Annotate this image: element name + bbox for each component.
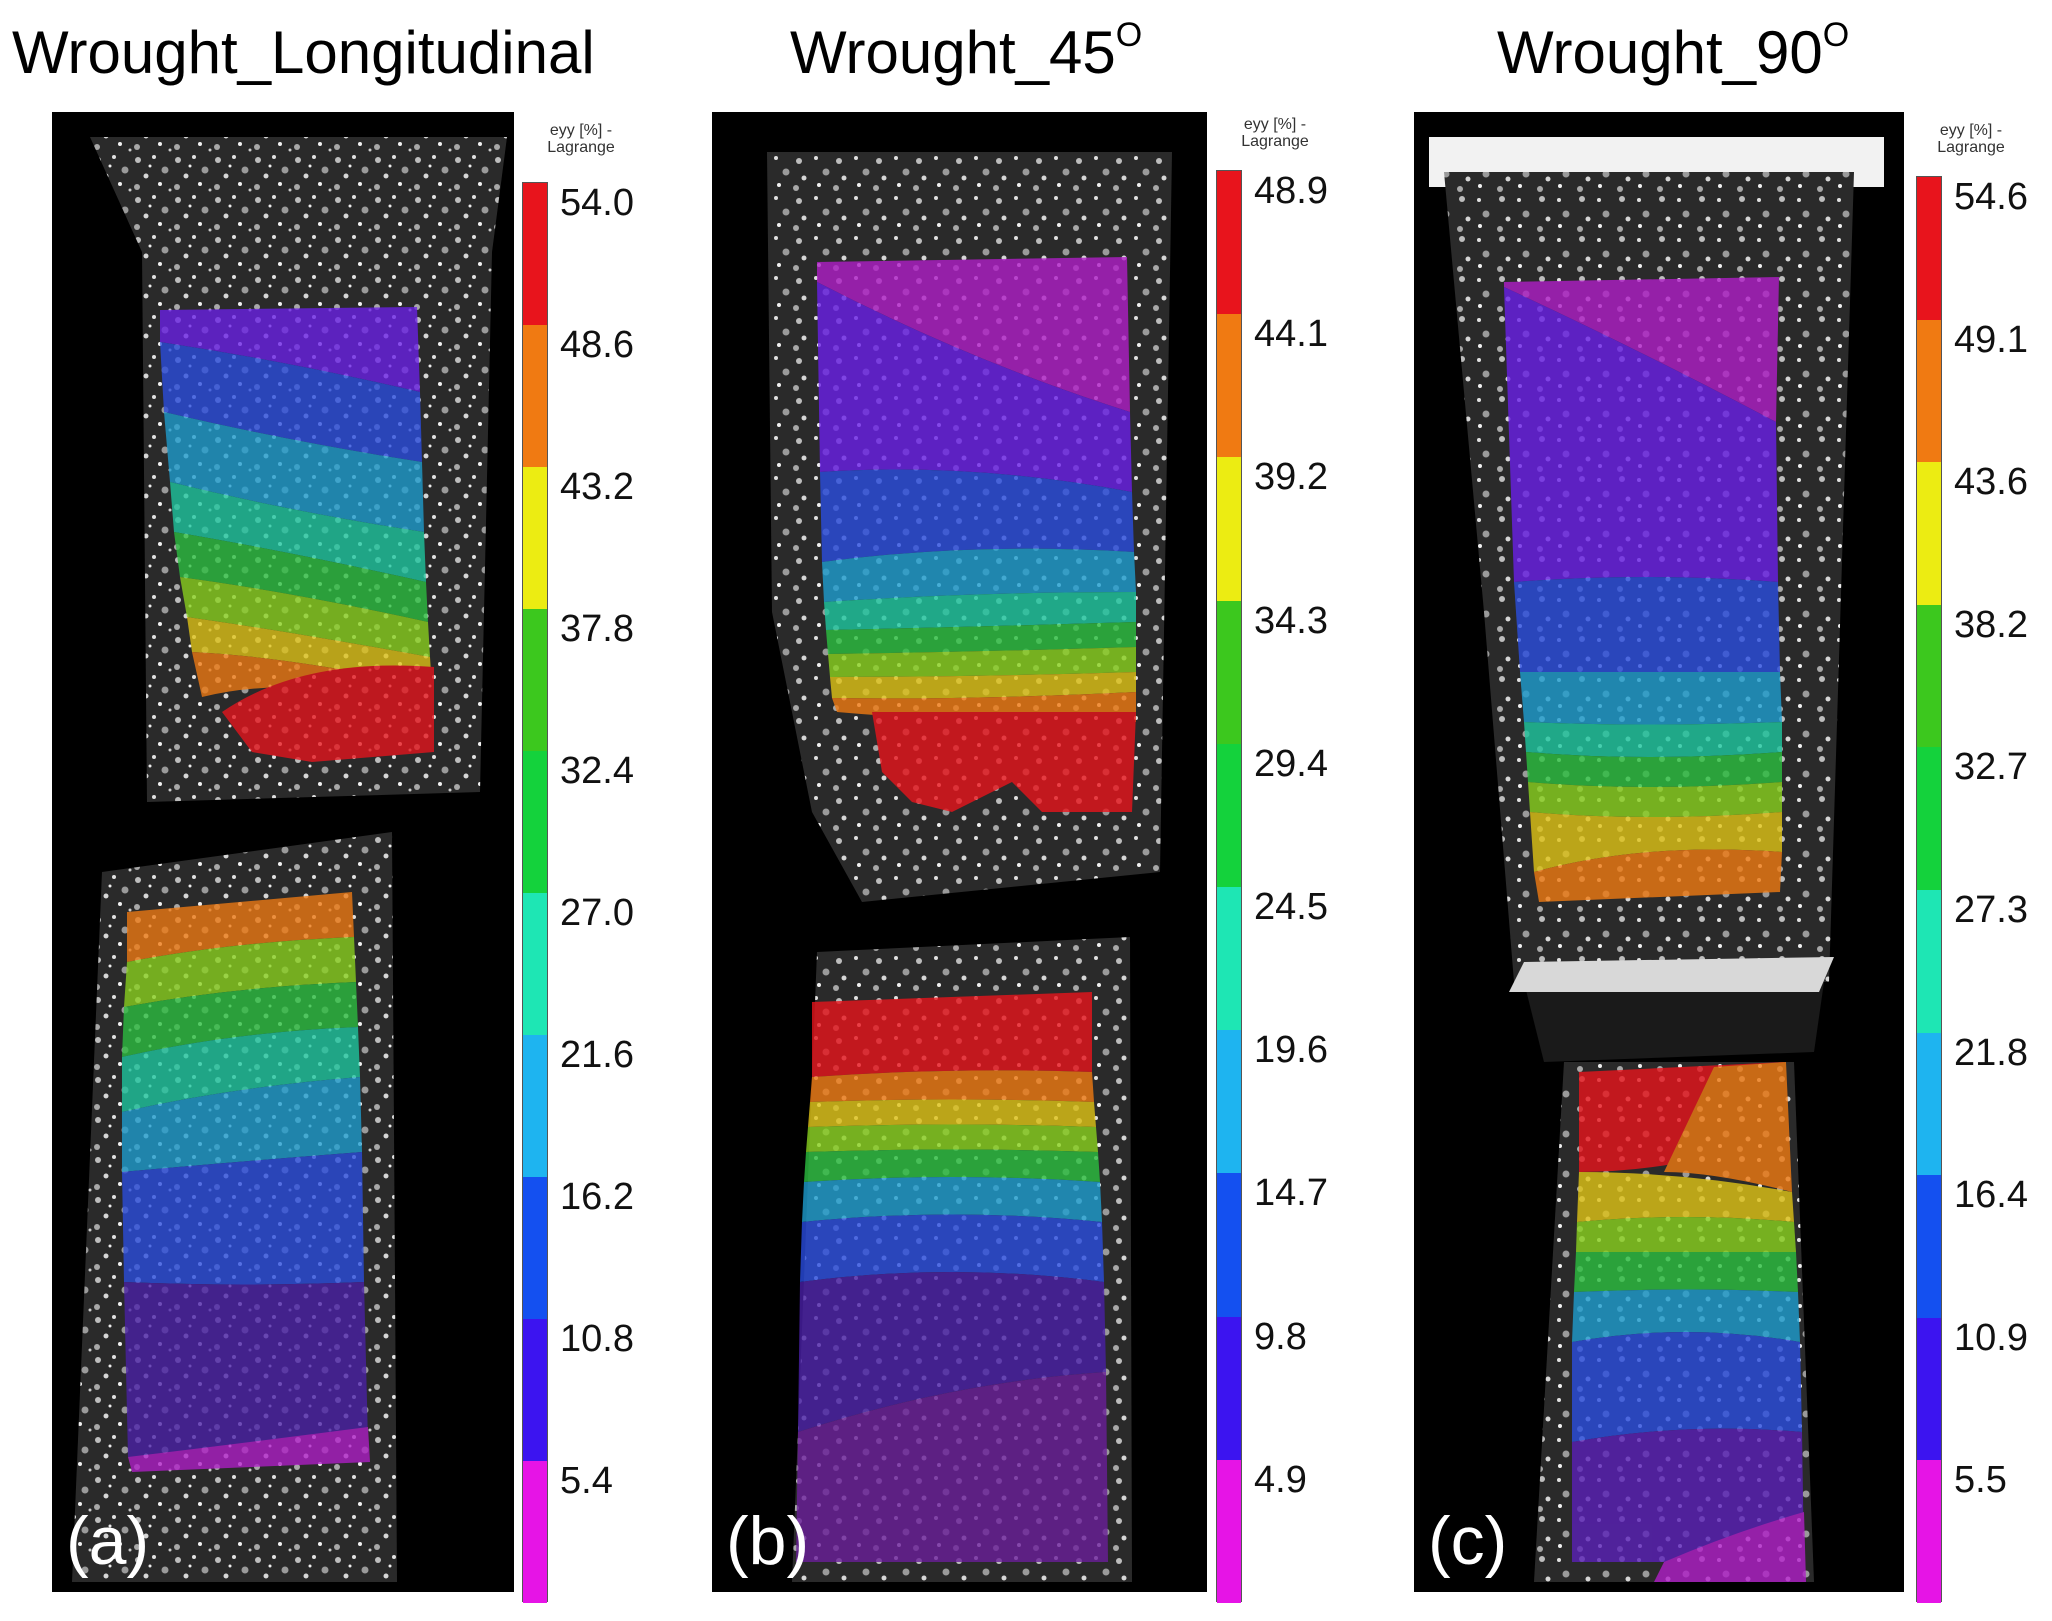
colorbar-segment — [1917, 319, 1941, 463]
panel-a-color-legend: eyy [%] - Lagrange 54.0 48.6 43.2 37.8 32.4 2… — [522, 112, 682, 1603]
panel-b-title: Wrought_45O — [790, 16, 1143, 86]
colorbar-tick-label: 16.4 — [1954, 1174, 2028, 1217]
colorbar-segment — [523, 467, 547, 609]
colorbar-segment — [1217, 1030, 1241, 1174]
colorbar-segment — [1217, 1459, 1241, 1603]
colorbar-segment — [1917, 747, 1941, 890]
colorbar-tick-label: 27.0 — [560, 892, 634, 934]
colorbar-tick-label: 9.8 — [1254, 1315, 1307, 1358]
colorbar-tick-label: 4.9 — [1254, 1458, 1307, 1501]
colorbar-tick-label: 32.7 — [1954, 746, 2028, 789]
colorbar-tick-label: 24.5 — [1254, 886, 1328, 928]
colorbar-segment — [523, 609, 547, 751]
colorbar-segment — [523, 1461, 547, 1603]
colorbar-tick-label: 43.2 — [560, 466, 634, 508]
colorbar-segment — [523, 1319, 547, 1461]
legend-title: eyy [%] - Lagrange — [547, 122, 615, 156]
colorbar-tick-label: 10.8 — [560, 1318, 634, 1360]
panel-c-label: (c) — [1428, 1503, 1508, 1579]
colorbar-segment — [1217, 600, 1241, 744]
colorbar-segment — [1917, 177, 1941, 320]
colorbar-tick-label: 5.5 — [1954, 1459, 2007, 1502]
legend-title: eyy [%] - Lagrange — [1241, 116, 1309, 150]
colorbar-tick-label: 16.2 — [560, 1176, 634, 1218]
colorbar-segment — [1917, 462, 1941, 605]
colorbar-segment — [1917, 1032, 1941, 1176]
colorbar-segment — [523, 1177, 547, 1319]
panel-b-color-legend: eyy [%] - Lagrange 48.9 44.1 39.2 34.3 29.4 2… — [1216, 112, 1376, 1603]
colorbar-segment — [1917, 1317, 1941, 1461]
colorbar-tick-label: 21.8 — [1954, 1031, 2028, 1074]
colorbar-tick-label: 5.4 — [560, 1460, 613, 1502]
colorbar-tick-label: 14.7 — [1254, 1172, 1328, 1215]
colorbar-tick-label: 43.6 — [1954, 461, 2028, 504]
panel-c-color-legend: eyy [%] - Lagrange 54.6 49.1 43.6 38.2 32.7 2… — [1916, 112, 2052, 1603]
colorbar-segment — [1217, 743, 1241, 887]
colorbar-tick-label: 48.9 — [1254, 170, 1328, 212]
colorbar-segment — [1217, 1316, 1241, 1460]
colorbar-tick-label: 29.4 — [1254, 742, 1328, 785]
colorbar-segment — [1917, 1175, 1941, 1318]
colorbar-tick-label: 10.9 — [1954, 1316, 2028, 1359]
colorbar-segment — [1217, 1173, 1241, 1317]
colorbar-segment — [1917, 604, 1941, 748]
colorbar-tick-label: 48.6 — [560, 324, 634, 366]
panel-b-label: (b) — [726, 1503, 810, 1579]
colorbar-segment — [1217, 314, 1241, 458]
colorbar-tick-label: 34.3 — [1254, 599, 1328, 642]
colorbar-tick-label: 38.2 — [1954, 603, 2028, 646]
colorbar-segment — [523, 1035, 547, 1177]
colorbar-segment — [1917, 1460, 1941, 1603]
colorbar-tick-label: 37.8 — [560, 608, 634, 650]
panel-b-strain-map: (b) — [712, 112, 1207, 1592]
colorbar-segment — [523, 183, 547, 325]
colorbar-segment — [1217, 171, 1241, 315]
colorbar-segment — [1917, 889, 1941, 1033]
colorbar-tick-label: 54.6 — [1954, 176, 2028, 218]
colorbar-tick-label: 44.1 — [1254, 313, 1328, 356]
colorbar-tick-label: 21.6 — [560, 1034, 634, 1076]
panel-a-title: Wrought_Longitudinal — [12, 19, 595, 86]
panel-c-title: Wrought_90O — [1497, 16, 1850, 86]
colorbar-tick-label: 49.1 — [1954, 318, 2028, 361]
colorbar — [1216, 170, 1242, 1603]
panel-a-strain-map: (a) — [52, 112, 514, 1592]
colorbar-tick-label: 39.2 — [1254, 456, 1328, 499]
panel-a-label: (a) — [66, 1503, 150, 1579]
colorbar-segment — [523, 893, 547, 1035]
colorbar-segment — [523, 325, 547, 467]
colorbar-segment — [523, 751, 547, 893]
panel-c-strain-map: (c) — [1414, 112, 1904, 1592]
colorbar-tick-label: 27.3 — [1954, 889, 2028, 931]
legend-title: eyy [%] - Lagrange — [1937, 122, 2005, 156]
colorbar-segment — [1217, 886, 1241, 1031]
colorbar — [1916, 176, 1942, 1603]
colorbar — [522, 182, 548, 1603]
colorbar-segment — [1217, 457, 1241, 601]
colorbar-tick-label: 54.0 — [560, 182, 634, 224]
colorbar-tick-label: 32.4 — [560, 750, 634, 792]
colorbar-tick-label: 19.6 — [1254, 1029, 1328, 1072]
